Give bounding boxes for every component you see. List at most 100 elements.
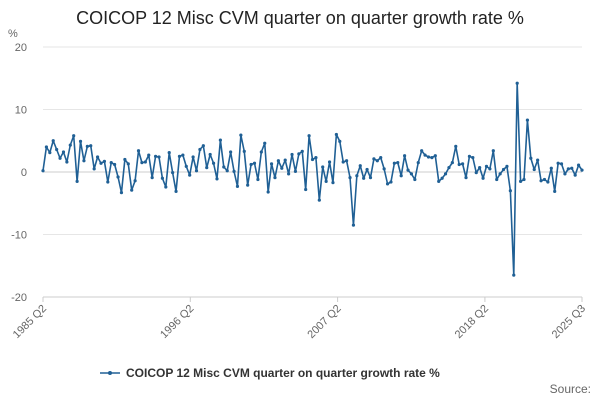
data-point[interactable]	[508, 189, 512, 193]
data-point[interactable]	[171, 171, 175, 175]
data-point[interactable]	[461, 162, 465, 166]
data-point[interactable]	[263, 141, 267, 145]
data-point[interactable]	[392, 161, 396, 165]
data-point[interactable]	[546, 180, 550, 184]
data-point[interactable]	[208, 152, 212, 157]
data-point[interactable]	[447, 166, 451, 170]
data-point[interactable]	[133, 179, 137, 183]
data-point[interactable]	[136, 149, 141, 153]
data-point[interactable]	[334, 132, 338, 137]
data-point[interactable]	[362, 176, 366, 180]
data-point[interactable]	[341, 160, 345, 164]
data-point[interactable]	[123, 157, 127, 162]
data-point[interactable]	[566, 167, 570, 171]
data-point[interactable]	[512, 273, 516, 277]
data-point[interactable]	[389, 180, 393, 184]
data-point[interactable]	[126, 162, 130, 166]
data-point[interactable]	[188, 173, 192, 177]
data-point[interactable]	[119, 191, 124, 195]
data-point[interactable]	[51, 139, 55, 143]
data-point[interactable]	[239, 133, 243, 137]
data-point[interactable]	[147, 153, 151, 157]
data-point[interactable]	[211, 161, 216, 165]
data-point[interactable]	[150, 176, 154, 180]
data-point[interactable]	[249, 162, 253, 167]
data-point[interactable]	[164, 185, 168, 189]
data-point[interactable]	[580, 168, 584, 172]
data-point[interactable]	[420, 149, 424, 153]
data-point[interactable]	[365, 167, 369, 172]
data-point[interactable]	[300, 149, 304, 153]
data-point[interactable]	[194, 169, 199, 173]
data-point[interactable]	[375, 159, 379, 163]
data-point[interactable]	[307, 134, 311, 138]
data-point[interactable]	[95, 155, 100, 159]
data-point[interactable]	[515, 81, 519, 85]
data-point[interactable]	[416, 161, 420, 165]
data-point[interactable]	[532, 167, 536, 172]
data-point[interactable]	[259, 150, 263, 154]
data-point[interactable]	[72, 134, 76, 138]
data-point[interactable]	[215, 177, 219, 181]
data-point[interactable]	[379, 156, 383, 160]
data-point[interactable]	[382, 167, 386, 171]
data-point[interactable]	[266, 190, 270, 194]
data-point[interactable]	[78, 139, 83, 143]
data-point[interactable]	[464, 176, 468, 180]
data-point[interactable]	[443, 172, 448, 176]
data-point[interactable]	[297, 152, 301, 156]
data-point[interactable]	[290, 152, 294, 157]
data-point[interactable]	[85, 144, 89, 148]
data-point[interactable]	[481, 176, 485, 180]
data-point[interactable]	[92, 167, 96, 171]
data-point[interactable]	[536, 158, 540, 162]
data-point[interactable]	[440, 176, 444, 180]
data-point[interactable]	[539, 179, 543, 183]
data-point[interactable]	[488, 167, 492, 171]
data-point[interactable]	[273, 176, 277, 180]
data-point[interactable]	[399, 174, 403, 178]
data-point[interactable]	[484, 164, 489, 168]
data-point[interactable]	[99, 161, 103, 165]
data-point[interactable]	[467, 154, 472, 158]
data-point[interactable]	[41, 169, 45, 173]
data-point[interactable]	[501, 167, 506, 172]
data-point[interactable]	[368, 176, 373, 180]
data-point[interactable]	[396, 161, 400, 165]
data-point[interactable]	[68, 143, 72, 147]
data-point[interactable]	[113, 162, 117, 167]
data-point[interactable]	[153, 154, 158, 158]
data-point[interactable]	[437, 179, 441, 183]
data-point[interactable]	[102, 159, 107, 163]
data-point[interactable]	[450, 161, 454, 165]
data-point[interactable]	[269, 162, 274, 166]
legend[interactable]: COICOP 12 Misc CVM quarter on quarter gr…	[100, 366, 440, 380]
data-point[interactable]	[549, 166, 553, 170]
data-point[interactable]	[198, 147, 202, 152]
data-point[interactable]	[61, 150, 66, 154]
data-point[interactable]	[75, 179, 79, 183]
data-point[interactable]	[491, 149, 495, 153]
data-point[interactable]	[256, 177, 260, 182]
data-point[interactable]	[276, 159, 280, 163]
data-point[interactable]	[573, 173, 577, 177]
data-point[interactable]	[232, 169, 236, 173]
data-point[interactable]	[287, 172, 291, 176]
data-point[interactable]	[157, 155, 161, 159]
data-point[interactable]	[160, 176, 164, 180]
data-point[interactable]	[413, 177, 417, 182]
data-point[interactable]	[116, 175, 120, 179]
data-point[interactable]	[109, 161, 113, 165]
data-point[interactable]	[403, 154, 407, 158]
data-point[interactable]	[58, 156, 62, 160]
data-point[interactable]	[181, 153, 185, 157]
data-point[interactable]	[177, 154, 182, 158]
data-point[interactable]	[167, 151, 171, 155]
data-point[interactable]	[529, 156, 533, 160]
data-point[interactable]	[191, 155, 195, 159]
data-point[interactable]	[576, 163, 581, 167]
data-point[interactable]	[372, 157, 376, 161]
data-point[interactable]	[409, 172, 414, 176]
data-point[interactable]	[498, 172, 502, 176]
data-point[interactable]	[522, 177, 526, 182]
